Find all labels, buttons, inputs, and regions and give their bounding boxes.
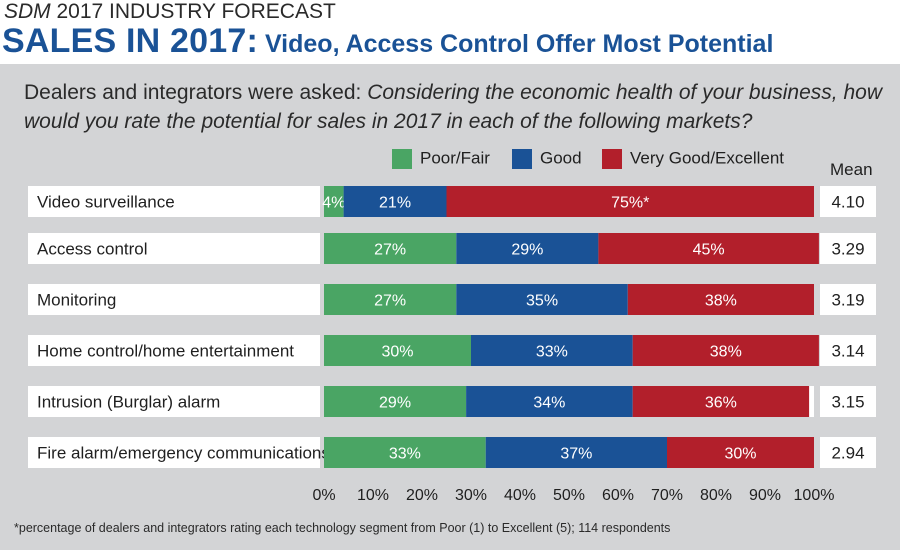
survey-question: Dealers and integrators were asked: Cons… bbox=[24, 78, 884, 136]
legend-swatch bbox=[602, 148, 622, 169]
mean-box bbox=[820, 437, 876, 468]
mean-column-header: Mean bbox=[830, 160, 873, 179]
category-label-box bbox=[28, 437, 320, 468]
x-tick-label: 20% bbox=[406, 487, 438, 504]
bar-segment bbox=[324, 233, 457, 264]
bar-segment bbox=[324, 386, 467, 417]
kicker-brand: SDM bbox=[4, 0, 51, 23]
category-label-box bbox=[28, 186, 320, 217]
mean-value: 3.14 bbox=[831, 342, 864, 361]
legend-label: Poor/Fair bbox=[420, 148, 490, 168]
x-tick-label: 90% bbox=[749, 487, 781, 504]
x-tick-label: 60% bbox=[602, 487, 634, 504]
x-tick-label: 70% bbox=[651, 487, 683, 504]
bar-segment bbox=[324, 437, 486, 468]
x-tick-label: 100% bbox=[794, 487, 835, 504]
kicker: SDM 2017 INDUSTRY FORECAST bbox=[4, 0, 336, 24]
legend-swatch bbox=[512, 148, 532, 169]
x-tick-label: 10% bbox=[357, 487, 389, 504]
bar-segment bbox=[324, 335, 471, 366]
bar-segment bbox=[466, 386, 633, 417]
x-tick-label: 30% bbox=[455, 487, 487, 504]
bar-segment bbox=[456, 284, 628, 315]
mean-box bbox=[820, 284, 876, 315]
bar-segment bbox=[343, 186, 447, 217]
bar-segment bbox=[627, 284, 814, 315]
data-label: 33% bbox=[536, 344, 568, 361]
data-label: 38% bbox=[710, 344, 742, 361]
title-main: SALES IN 2017: bbox=[2, 22, 259, 60]
header-band: SDM 2017 INDUSTRY FORECAST SALES IN 2017… bbox=[0, 0, 900, 64]
data-label: 75%* bbox=[611, 195, 649, 212]
page-title: SALES IN 2017: Video, Access Control Off… bbox=[2, 22, 773, 61]
data-label: 29% bbox=[511, 242, 543, 259]
x-tick-label: 0% bbox=[312, 487, 335, 504]
legend-item: Very Good/Excellent bbox=[602, 148, 784, 170]
question-text: Considering the economic health of your … bbox=[24, 81, 882, 133]
bar-segment bbox=[667, 437, 814, 468]
bar-segment bbox=[632, 335, 819, 366]
category-label: Home control/home entertainment bbox=[37, 342, 294, 361]
mean-value: 3.19 bbox=[831, 291, 864, 310]
data-label: 27% bbox=[374, 242, 406, 259]
bar-segment bbox=[324, 284, 457, 315]
category-label: Intrusion (Burglar) alarm bbox=[37, 393, 220, 412]
data-label: 21% bbox=[379, 195, 411, 212]
data-label: 33% bbox=[389, 446, 421, 463]
bar-segment bbox=[324, 186, 344, 217]
mean-value: 3.29 bbox=[831, 240, 864, 259]
bar-segment bbox=[471, 335, 633, 366]
mean-value: 3.15 bbox=[831, 393, 864, 412]
category-label-box bbox=[28, 386, 320, 417]
bar-segment bbox=[485, 437, 667, 468]
data-label: 45% bbox=[693, 242, 725, 259]
kicker-text: 2017 INDUSTRY FORECAST bbox=[50, 0, 336, 23]
footnote: *percentage of dealers and integrators r… bbox=[14, 521, 671, 535]
category-label-box bbox=[28, 335, 320, 366]
x-tick-label: 80% bbox=[700, 487, 732, 504]
question-intro: Dealers and integrators were asked: bbox=[24, 81, 368, 104]
mean-value: 2.94 bbox=[831, 444, 864, 463]
legend-label: Very Good/Excellent bbox=[630, 148, 785, 168]
category-label-box bbox=[28, 233, 320, 264]
data-label: 36% bbox=[705, 395, 737, 412]
legend-swatch bbox=[392, 148, 412, 169]
category-label: Fire alarm/emergency communications bbox=[37, 444, 330, 463]
x-tick-label: 50% bbox=[553, 487, 585, 504]
mean-box bbox=[820, 186, 876, 217]
legend-item: Good bbox=[512, 148, 582, 170]
data-label: 38% bbox=[705, 293, 737, 310]
mean-box bbox=[820, 386, 876, 417]
bar-segment bbox=[632, 386, 810, 417]
bar-segment bbox=[598, 233, 819, 264]
data-label: 35% bbox=[526, 293, 558, 310]
data-label: 34% bbox=[533, 395, 565, 412]
mean-value: 4.10 bbox=[831, 193, 864, 212]
data-label: 37% bbox=[560, 446, 592, 463]
data-label: 4% bbox=[322, 195, 345, 212]
category-label: Monitoring bbox=[37, 291, 116, 310]
mean-box bbox=[820, 335, 876, 366]
category-label: Access control bbox=[37, 240, 148, 259]
data-label: 29% bbox=[379, 395, 411, 412]
category-label-box bbox=[28, 284, 320, 315]
x-tick-label: 40% bbox=[504, 487, 536, 504]
legend-label: Good bbox=[540, 148, 582, 168]
data-label: 27% bbox=[374, 293, 406, 310]
bar-segment bbox=[446, 186, 814, 217]
data-label: 30% bbox=[724, 446, 756, 463]
title-subtitle: Video, Access Control Offer Most Potenti… bbox=[258, 30, 774, 58]
category-label: Video surveillance bbox=[37, 193, 175, 212]
legend-item: Poor/Fair bbox=[392, 148, 490, 170]
data-label: 30% bbox=[381, 344, 413, 361]
bar-segment bbox=[456, 233, 599, 264]
mean-box bbox=[820, 233, 876, 264]
